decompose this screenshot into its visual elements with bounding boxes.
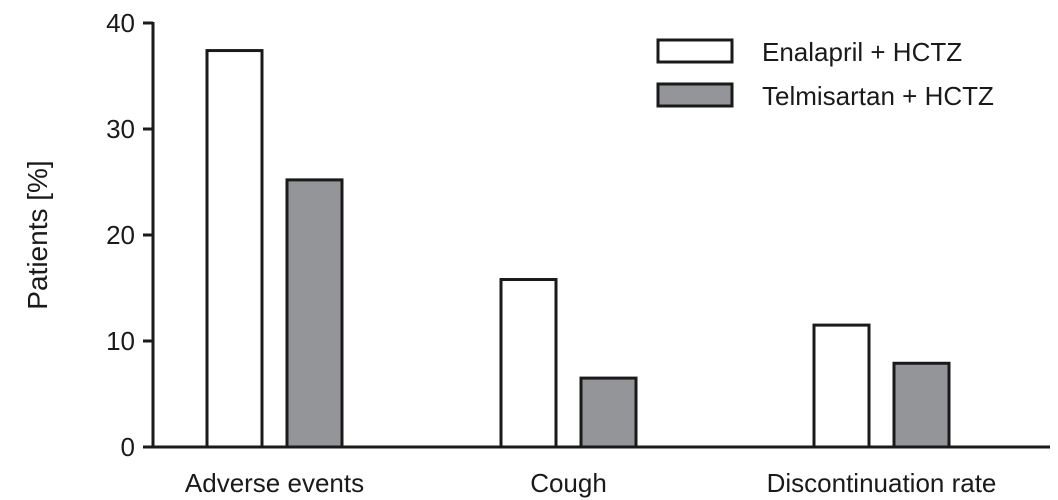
y-tick-label: 30: [106, 114, 135, 144]
bar-adverse-events-series-1: [205, 49, 264, 449]
y-tick-label: 0: [121, 432, 135, 462]
legend-label-2: Telmisartan + HCTZ: [762, 81, 994, 111]
x-category-label: Adverse events: [185, 468, 364, 498]
y-tick-label: 20: [106, 220, 135, 250]
y-tick-label: 10: [106, 326, 135, 356]
legend-swatch-2: [656, 82, 734, 108]
bar-adverse-events-series-2: [285, 178, 344, 449]
y-axis-title: Patients [%]: [22, 160, 53, 309]
y-tick-label: 40: [106, 8, 135, 38]
plot-area: 0 10 20 30 40 Adverse events Cough Discontinuat…: [106, 8, 1050, 498]
bar-cough-series-1: [499, 278, 558, 449]
bar-discontinuation-rate-series-2: [892, 361, 951, 449]
x-category-label: Discontinuation rate: [767, 468, 997, 498]
legend-swatch-1: [656, 38, 734, 64]
legend-label-1: Enalapril + HCTZ: [762, 37, 962, 67]
bar-cough-series-2: [579, 376, 638, 449]
bar-discontinuation-rate-series-1: [812, 323, 871, 449]
legend: Enalapril + HCTZ Telmisartan + HCTZ: [656, 37, 994, 111]
x-category-label: Cough: [530, 468, 607, 498]
